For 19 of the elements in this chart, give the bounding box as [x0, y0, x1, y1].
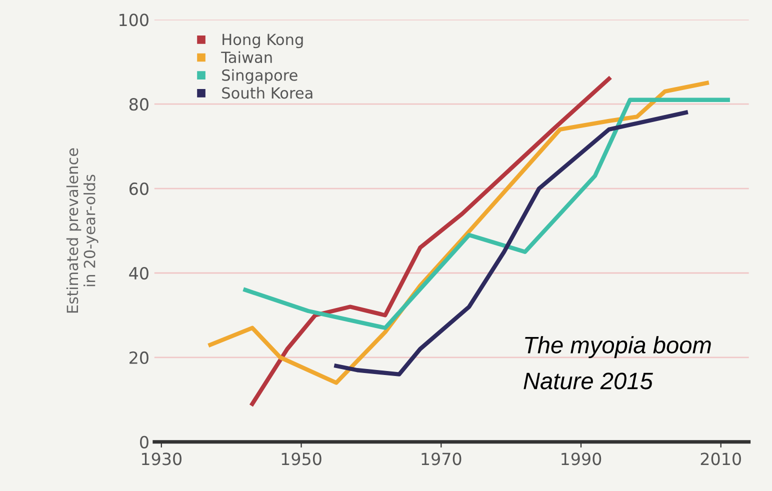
x-tick-label: 1930: [142, 452, 182, 466]
x-tick-label: 1950: [282, 452, 322, 466]
y-tick-label: 80: [129, 98, 148, 111]
annotation: The myopia boom: [525, 336, 711, 358]
legend-label: Singapore: [222, 69, 298, 84]
legend-label: South Korea: [222, 86, 312, 99]
x-tick-label: 1990: [562, 452, 602, 466]
legend-label: Hong Kong: [222, 34, 303, 48]
annotation: Nature 2015: [524, 372, 653, 390]
y-axis-title: Estimated prevalence in 20-year-olds: [66, 148, 98, 313]
y-tick-label: 0: [140, 436, 148, 448]
y-tick-label: 60: [129, 182, 148, 196]
y-tick-label: 20: [130, 351, 148, 364]
y-tick-label: 40: [129, 266, 148, 280]
x-tick-label: 1970: [422, 452, 462, 466]
legend-label: Taiwan: [221, 51, 272, 64]
line-series: [243, 98, 730, 330]
y-tick-label: 100: [120, 14, 148, 26]
x-tick-label: 2010: [700, 452, 741, 466]
